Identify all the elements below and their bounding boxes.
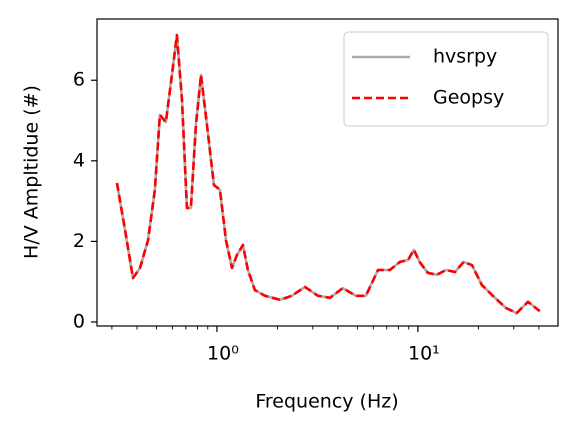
y-tick-label: 6: [73, 69, 85, 91]
legend-label: Geopsy: [433, 87, 504, 109]
x-tick-label: 10¹: [408, 343, 440, 365]
y-axis-label: H/V Ampltidue (#): [21, 85, 43, 259]
x-tick-label: 10⁰: [207, 343, 239, 365]
legend-box: [343, 31, 549, 127]
line-geopsy: [115, 33, 541, 315]
legend-label: hvsrpy: [433, 46, 497, 68]
x-axis-label: Frequency (Hz): [255, 391, 398, 413]
y-tick-label: 2: [73, 230, 85, 252]
y-tick-label: 0: [73, 310, 85, 332]
y-tick-label: 4: [73, 149, 85, 171]
plot-frame: [96, 18, 559, 327]
